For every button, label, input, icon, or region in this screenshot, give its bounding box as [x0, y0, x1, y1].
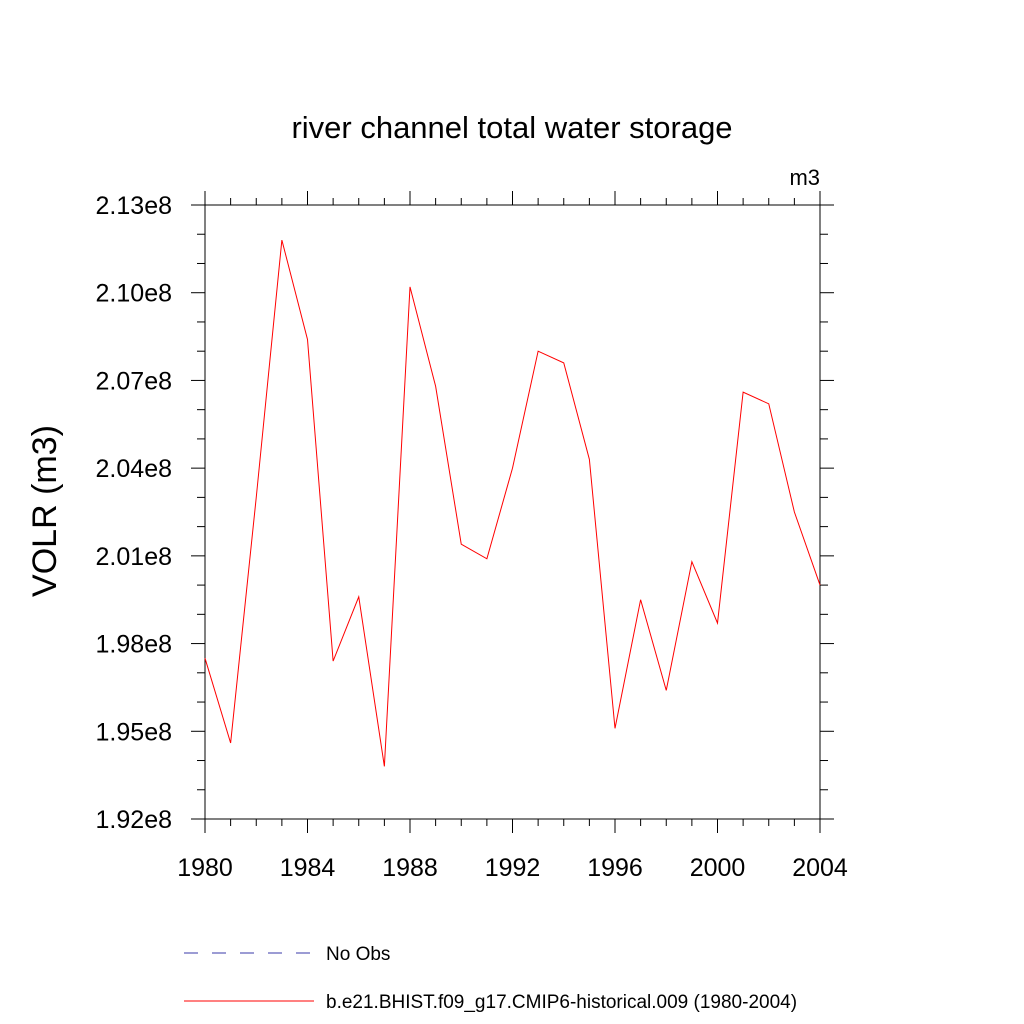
x-tick-label: 1980: [177, 854, 233, 882]
x-tick-label: 1984: [280, 854, 336, 882]
y-tick-label: 1.95e8: [96, 718, 172, 746]
y-tick-label: 1.92e8: [96, 806, 172, 834]
legend-label-2: b.e21.BHIST.f09_g17.CMIP6-historical.009…: [326, 992, 797, 1013]
series-layer: [204, 239, 821, 767]
y-tick-label: 2.13e8: [96, 192, 172, 220]
units-label: m3: [789, 165, 820, 190]
chart-title: river channel total water storage: [291, 110, 732, 145]
y-tick-label: 1.98e8: [96, 631, 172, 659]
legend-label-1: No Obs: [326, 944, 390, 965]
x-tick-label: 2004: [792, 854, 848, 882]
x-axis-ticks: 1980 1984 1988 1992 1996 2000 2004: [177, 191, 848, 882]
y-tick-label: 2.04e8: [96, 455, 172, 483]
y-tick-label: 2.10e8: [96, 280, 172, 308]
y-axis-ticks: 1.92e8 1.95e8 1.98e8 2.01e8 2.04e8 2.07e8 2.10…: [96, 192, 834, 834]
plot-frame: [204, 204, 821, 820]
y-tick-label: 2.01e8: [96, 543, 172, 571]
x-tick-label: 1996: [587, 854, 643, 882]
y-axis-label: VOLR (m3): [26, 425, 64, 597]
x-tick-label: 1992: [485, 854, 541, 882]
legend: No Obs b.e21.BHIST.f09_g17.CMIP6-historic…: [184, 944, 797, 1013]
x-tick-label: 1988: [382, 854, 438, 882]
x-tick-label: 2000: [690, 854, 746, 882]
y-tick-label: 2.07e8: [96, 367, 172, 395]
series-line: [204, 239, 821, 767]
